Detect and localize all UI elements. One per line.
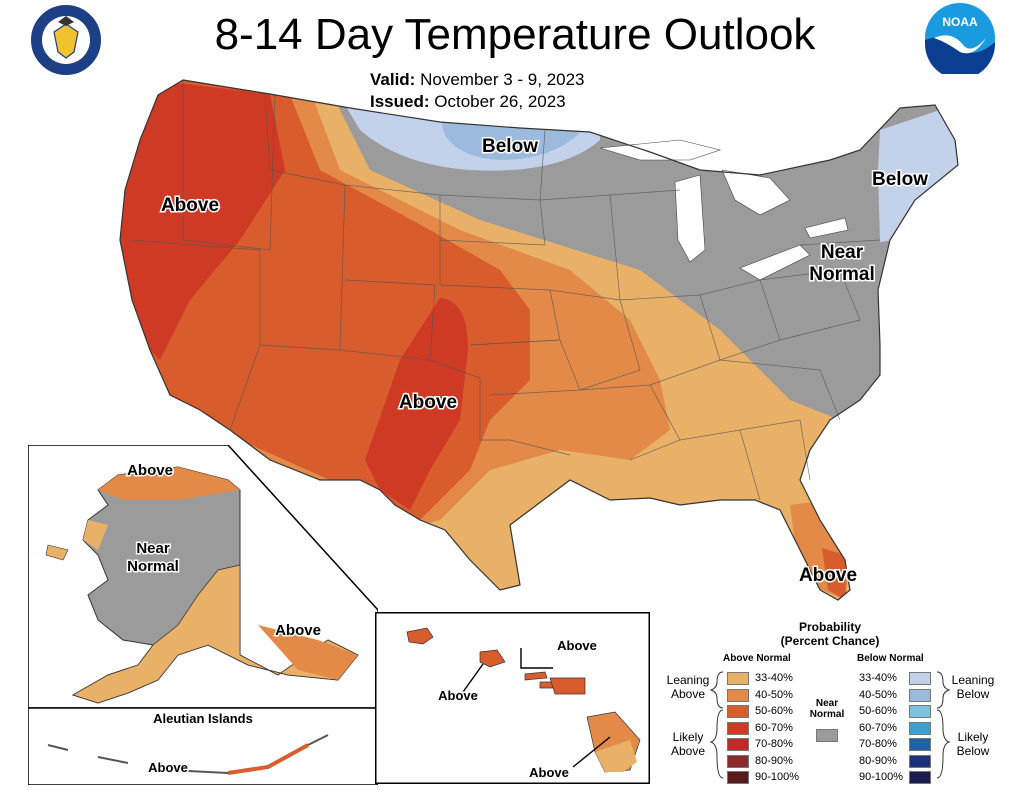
- legend-leaning-above: Leaning Above: [658, 673, 718, 701]
- legend-above-swatch-0: [727, 672, 749, 685]
- legend-leaning-below-line1: Leaning: [951, 673, 995, 687]
- label-hawaii-above-2: Above: [438, 688, 478, 703]
- legend-below-bin-3: 60-70%: [859, 721, 897, 734]
- aleutian-title: Aleutian Islands: [153, 711, 253, 726]
- legend-below-bin-5: 80-90%: [859, 754, 897, 767]
- valid-dates: Valid: November 3 - 9, 2023: [370, 70, 710, 90]
- legend-above-swatch-1: [727, 688, 749, 702]
- legend-above-swatch-3: [727, 721, 749, 735]
- legend-leaning-below-line2: Below: [956, 687, 990, 701]
- legend-near-normal-line1: Near: [815, 698, 839, 709]
- legend-below-bin-0: 33-40%: [859, 672, 897, 684]
- legend-above-swatch-6: [727, 771, 749, 784]
- legend-below-swatch-4: [909, 738, 931, 751]
- label-near-normal-line2: Normal: [809, 264, 874, 285]
- legend-above-bin-0: 33-40%: [755, 672, 793, 684]
- label-below-northeast: Below: [872, 169, 928, 190]
- label-above-florida: Above: [799, 565, 857, 586]
- conus-outline: [119, 79, 959, 601]
- commerce-seal-logo: [29, 3, 103, 77]
- legend-above-bin-6: 90-100%: [755, 771, 800, 783]
- label-alaska-above-north: Above: [127, 462, 173, 479]
- alaska-inset: Above Near Normal Above Aleutian Islands…: [28, 445, 378, 785]
- label-aleutian-above: Above: [148, 760, 188, 775]
- label-hawaii-above-3: Above: [529, 765, 569, 780]
- legend-above-bin-2: 50-60%: [755, 705, 793, 717]
- legend-below-swatch-3: [909, 721, 931, 735]
- legend-below-header: Below Normal: [857, 653, 924, 664]
- hawaii-inset: Above Above Above: [375, 612, 650, 784]
- legend-below-bin-6: 90-100%: [859, 771, 904, 783]
- legend-likely-below: Likely Below: [943, 730, 1003, 758]
- legend-above-bin-5: 80-90%: [755, 754, 793, 767]
- legend-likely-below-line2: Below: [956, 744, 990, 758]
- legend-near-normal-line2: Normal: [809, 709, 845, 720]
- label-alaska-near-normal-line2: Normal: [127, 558, 179, 575]
- legend-below-swatch-0: [909, 672, 931, 685]
- label-hawaii-above-1: Above: [557, 638, 597, 653]
- noaa-logo: NOAA: [925, 3, 995, 74]
- valid-label: Valid:: [370, 70, 416, 89]
- legend-above-bin-3: 60-70%: [755, 721, 793, 734]
- issued-dates: Issued: October 26, 2023: [370, 92, 710, 112]
- label-above-south: Above: [399, 392, 457, 413]
- legend-leaning-below: Leaning Below: [943, 673, 1003, 701]
- legend-title-line1: Probability: [798, 620, 861, 634]
- legend-leaning-above-line1: Leaning: [666, 673, 710, 687]
- legend: Probability (Percent Chance) Above Norma…: [655, 610, 1015, 790]
- legend-below-swatch-2: [909, 705, 931, 718]
- label-near-normal-line1: Near: [821, 242, 864, 263]
- valid-value: November 3 - 9, 2023: [420, 70, 585, 89]
- noaa-logo-text: NOAA: [942, 15, 978, 29]
- legend-above-header: Above Normal: [723, 653, 791, 664]
- label-alaska-near-normal-line1: Near: [136, 540, 170, 557]
- legend-above-swatch-2: [727, 705, 749, 718]
- legend-below-bin-1: 40-50%: [859, 688, 897, 701]
- legend-title-line2: (Percent Chance): [780, 634, 880, 648]
- legend-above-swatch-5: [727, 754, 749, 768]
- page-title: 8-14 Day Temperature Outlook: [214, 10, 816, 59]
- legend-below-swatch-5: [909, 754, 931, 768]
- legend-braces: [709, 671, 951, 779]
- legend-above-bin-4: 70-80%: [755, 738, 793, 750]
- legend-near-normal: Near Normal: [805, 698, 849, 720]
- label-below-north: Below: [482, 136, 538, 157]
- legend-below-bin-2: 50-60%: [859, 705, 897, 717]
- label-alaska-above-southeast: Above: [275, 622, 321, 639]
- label-above-west: Above: [161, 195, 219, 216]
- issued-label: Issued:: [370, 92, 430, 111]
- legend-likely-above-line1: Likely: [672, 730, 704, 744]
- legend-below-bin-4: 70-80%: [859, 738, 897, 750]
- legend-likely-below-line1: Likely: [957, 730, 989, 744]
- legend-likely-above-line2: Above: [670, 744, 706, 758]
- legend-below-swatch-6: [909, 771, 931, 784]
- legend-likely-above: Likely Above: [658, 730, 718, 758]
- state-boundaries: [129, 80, 881, 501]
- legend-above-bin-1: 40-50%: [755, 688, 793, 701]
- legend-near-normal-swatch: [816, 729, 838, 742]
- issued-value: October 26, 2023: [434, 92, 566, 111]
- legend-below-swatch-1: [909, 688, 931, 702]
- legend-leaning-above-line2: Above: [670, 687, 706, 701]
- legend-above-swatch-4: [727, 738, 749, 751]
